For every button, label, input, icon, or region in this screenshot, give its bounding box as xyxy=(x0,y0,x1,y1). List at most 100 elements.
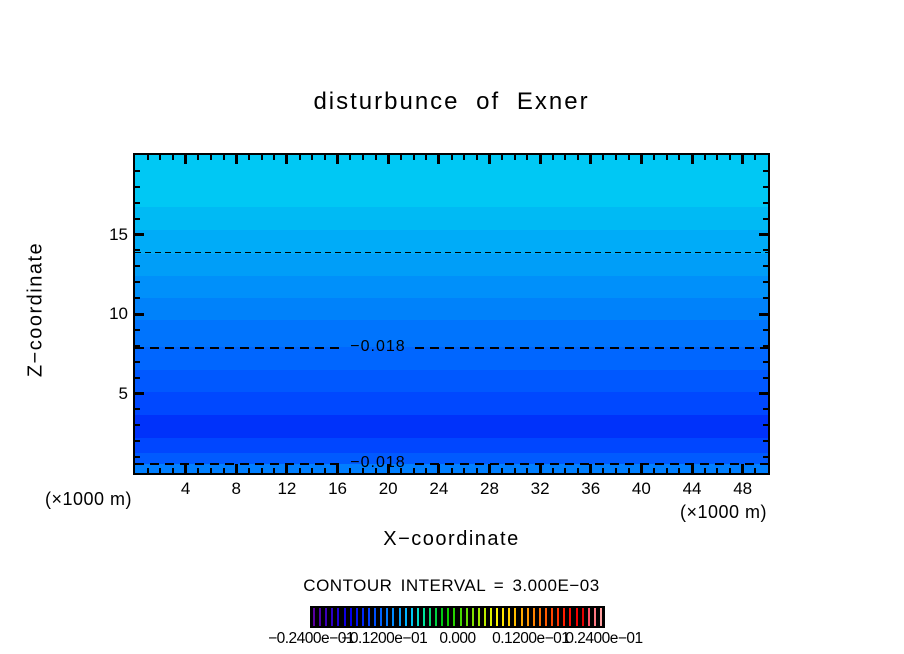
tone-band xyxy=(135,298,768,321)
colorbar-stripe xyxy=(313,608,316,626)
x-tick xyxy=(209,468,212,473)
colorbar-stripe xyxy=(447,608,450,626)
x-tick-label: 24 xyxy=(429,479,449,498)
x-axis-unit: (×1000 m) xyxy=(680,502,768,522)
colorbar-stripe xyxy=(471,608,474,626)
x-tick-label: 44 xyxy=(682,479,702,498)
x-tick xyxy=(209,155,212,160)
colorbar-stripe xyxy=(367,608,370,626)
colorbar-stripe xyxy=(325,608,328,626)
colorbar-stripe xyxy=(386,608,389,626)
y-tick xyxy=(763,328,768,331)
y-tick xyxy=(763,424,768,427)
x-tick xyxy=(741,464,745,473)
x-tick xyxy=(386,464,390,473)
x-tick xyxy=(146,468,149,473)
colorbar-stripe xyxy=(465,608,468,626)
y-tick xyxy=(763,344,768,347)
x-tick-label: 28 xyxy=(480,479,499,498)
x-tick xyxy=(501,155,504,160)
x-tick xyxy=(538,155,542,164)
y-tick-label: 5 xyxy=(118,383,128,403)
y-tick xyxy=(135,249,140,252)
x-tick xyxy=(577,468,580,473)
x-tick xyxy=(171,155,174,160)
y-tick xyxy=(759,233,768,236)
x-tick-label: 16 xyxy=(328,479,347,498)
y-tick xyxy=(135,233,144,236)
y-tick xyxy=(759,392,768,395)
colorbar-stripe xyxy=(496,608,499,626)
x-tick xyxy=(349,468,352,473)
x-tick xyxy=(513,468,516,473)
y-tick xyxy=(763,376,768,379)
x-tick xyxy=(361,155,364,160)
x-tick xyxy=(336,464,340,473)
x-tick xyxy=(450,468,453,473)
colorbar-stripe xyxy=(392,608,395,626)
x-tick xyxy=(690,155,694,164)
x-tick xyxy=(690,464,694,473)
x-tick xyxy=(501,468,504,473)
tone-band xyxy=(135,275,768,299)
colorbar-stripe xyxy=(551,608,554,626)
colorbar-stripe xyxy=(331,608,334,626)
y-tick xyxy=(135,360,140,363)
plot-area: −0.018 −0.018 xyxy=(133,153,770,475)
tone-band xyxy=(135,414,768,439)
x-tick xyxy=(551,155,554,160)
y-tick xyxy=(135,344,140,347)
colorbar-stripe xyxy=(508,608,511,626)
y-tick xyxy=(135,297,140,300)
x-tick xyxy=(627,468,630,473)
x-tick xyxy=(298,155,301,160)
x-tick xyxy=(716,155,719,160)
x-tick xyxy=(463,155,466,160)
contour-line xyxy=(135,347,341,350)
colorbar-value-label: −0.1200e−01 xyxy=(341,630,428,647)
colorbar-stripe xyxy=(374,608,377,626)
x-tick xyxy=(564,468,567,473)
y-tick xyxy=(763,265,768,268)
colorbar-stripe xyxy=(380,608,383,626)
y-tick xyxy=(763,297,768,300)
contour-interval-text: CONTOUR INTERVAL = 3.000E−03 xyxy=(303,576,600,595)
y-tick xyxy=(135,265,140,268)
x-tick xyxy=(184,464,188,473)
y-tick xyxy=(763,456,768,459)
contour-label: −0.018 xyxy=(350,453,406,471)
colorbar-stripe xyxy=(361,608,364,626)
tone-band xyxy=(135,369,768,393)
x-tick xyxy=(450,155,453,160)
x-tick xyxy=(247,155,250,160)
x-tick xyxy=(564,155,567,160)
colorbar-stripe xyxy=(349,608,352,626)
x-tick xyxy=(197,468,200,473)
x-tick-label: 48 xyxy=(733,479,753,498)
x-tick xyxy=(437,464,441,473)
colorbar-stripe xyxy=(355,608,358,626)
y-tick xyxy=(135,456,140,459)
tone-band xyxy=(135,253,768,277)
colorbar-stripe xyxy=(532,608,535,626)
y-tick-label: 10 xyxy=(109,304,128,323)
colorbar-stripe xyxy=(490,608,493,626)
x-tick xyxy=(526,155,529,160)
x-tick xyxy=(513,155,516,160)
colorbar-stripe xyxy=(569,608,572,626)
x-tick xyxy=(653,155,656,160)
x-tick xyxy=(311,155,314,160)
x-tick xyxy=(463,468,466,473)
colorbar-stripe xyxy=(337,608,340,626)
colorbar xyxy=(310,606,605,628)
x-tick xyxy=(171,468,174,473)
colorbar-stripe xyxy=(453,608,456,626)
tone-band xyxy=(135,320,768,348)
x-tick xyxy=(653,468,656,473)
colorbar-stripe xyxy=(514,608,517,626)
x-tick xyxy=(425,468,428,473)
x-tick xyxy=(729,155,732,160)
x-tick xyxy=(285,464,289,473)
x-tick xyxy=(184,155,188,164)
